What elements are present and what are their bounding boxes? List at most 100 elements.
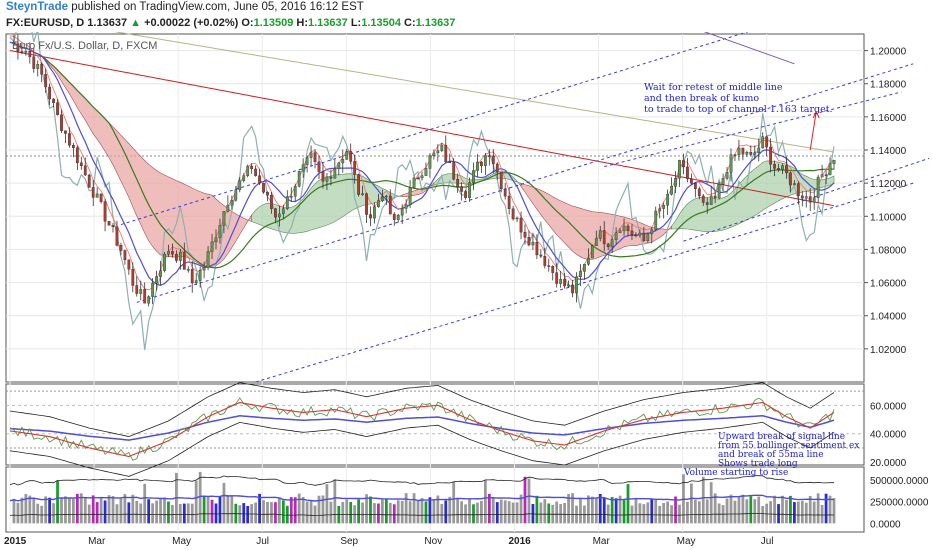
bullish-candle [186, 268, 190, 271]
bullish-candle [361, 193, 364, 195]
price-tick-label: 1.12000 [870, 179, 907, 190]
volume-bar [555, 501, 559, 524]
lower-bollinger-line [9, 421, 835, 477]
volume-bar [246, 505, 250, 524]
bearish-candle [543, 256, 547, 266]
bearish-candle [182, 251, 186, 270]
bullish-candle [674, 177, 677, 187]
bullish-candle [24, 51, 28, 53]
volume-bar [480, 500, 483, 524]
bullish-candle [622, 225, 626, 232]
bullish-candle [590, 245, 594, 259]
volume-bar [32, 497, 36, 524]
volume-bar [182, 503, 186, 524]
volume-bar [789, 495, 792, 524]
bearish-candle [456, 179, 460, 187]
bullish-candle [725, 171, 729, 179]
volume-bar [345, 499, 349, 524]
bullish-candle [234, 189, 238, 201]
bullish-candle [567, 284, 570, 287]
volume-bar [139, 503, 143, 524]
kumo-cloud-layer [9, 42, 835, 268]
bearish-candle [519, 217, 523, 233]
price-tick-label: 1.16000 [870, 113, 907, 124]
bullish-candle [816, 176, 820, 198]
volume-bar [293, 497, 297, 524]
author-link[interactable]: SteynTrade [6, 1, 68, 13]
volume-bar [321, 495, 325, 524]
volume-bar [36, 503, 40, 524]
bearish-candle [689, 178, 693, 184]
bearish-candle [103, 201, 107, 222]
volume-bar [365, 494, 368, 524]
volume-bar [693, 499, 697, 524]
volume-bar [614, 498, 618, 524]
ma-100-line [114, 32, 835, 153]
bearish-candle [349, 151, 353, 162]
panel-frame [5, 466, 865, 533]
bearish-candle [547, 265, 551, 267]
volume-bar [99, 498, 103, 524]
bearish-candle [697, 188, 701, 197]
symbol-label[interactable]: FX:EURUSD, D [6, 17, 85, 29]
volume-bar [301, 496, 305, 524]
bearish-candle [357, 174, 361, 195]
volume-bar [792, 502, 796, 524]
sentiment-annotation-line: from 55 bollinger sentiment ex [718, 441, 859, 451]
volume-bar [491, 498, 495, 524]
volume-bar [325, 484, 329, 524]
volume-bar [111, 496, 115, 524]
bullish-candle [646, 233, 650, 241]
volume-bar [579, 498, 582, 524]
volume-bar [812, 501, 816, 524]
bullish-candle [586, 257, 590, 265]
volume-bar [266, 502, 269, 524]
price-tick-label: 1.10000 [870, 212, 907, 223]
volume-bar [440, 503, 444, 524]
volume-bar [460, 501, 464, 524]
bearish-candle [602, 230, 606, 245]
volume-bar [737, 496, 741, 524]
panel-frame [5, 33, 865, 383]
bearish-candle [20, 51, 24, 53]
bullish-candle [341, 159, 345, 164]
volume-bar [317, 495, 321, 524]
volume-bar [741, 494, 745, 524]
volume-bar [678, 504, 681, 524]
volume-bar [824, 493, 828, 524]
bearish-candle [769, 146, 773, 165]
bullish-candle [159, 270, 162, 277]
volume-bar [642, 504, 646, 524]
bullish-candle [614, 232, 618, 240]
volume-bar [452, 481, 456, 524]
bullish-candle [761, 136, 765, 149]
volume-bar [60, 497, 63, 524]
bearish-candle [79, 162, 83, 166]
volume-bar [606, 504, 610, 524]
bearish-candle [444, 144, 448, 163]
volume-bar [309, 500, 313, 524]
time-tick-label: Jul [761, 536, 774, 547]
volume-tick-label: 0.0000 [870, 519, 901, 530]
volume-bar [341, 501, 345, 524]
bullish-candle [666, 194, 670, 206]
volume-bar [91, 495, 95, 524]
bearish-candle [460, 186, 464, 192]
volume-bar [796, 501, 800, 524]
volume-bar [820, 504, 824, 524]
bearish-candle [392, 213, 396, 220]
volume-bar [218, 496, 222, 524]
bullish-candle [218, 225, 222, 238]
volume-bar [464, 504, 467, 524]
volume-bar [135, 500, 139, 524]
bearish-candle [262, 182, 265, 193]
volume-bar [670, 505, 673, 524]
volume-bar [547, 503, 551, 524]
bullish-candle [202, 267, 206, 271]
volume-bar [832, 498, 836, 524]
volume-bar [313, 505, 317, 524]
volume-bar [155, 500, 158, 524]
eurusd-chart[interactable]: 1.20000 1.18000 1.16000 1.14000 1.12000 1.100… [0, 32, 932, 550]
volume-bar [590, 496, 594, 524]
volume-bar [52, 503, 55, 524]
